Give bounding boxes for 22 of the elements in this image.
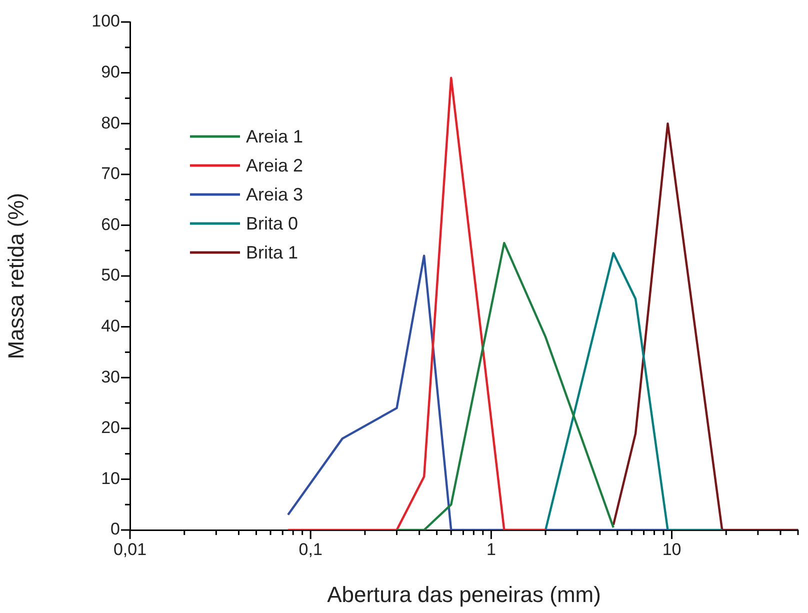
y-tick-label: 10 [101, 468, 120, 488]
y-tick-label: 70 [101, 164, 120, 184]
y-tick-label: 90 [101, 62, 120, 82]
legend-label: Areia 3 [246, 184, 304, 204]
legend-label: Brita 0 [246, 213, 298, 234]
y-tick-label: 40 [101, 316, 120, 336]
y-tick-label: 80 [101, 113, 120, 132]
x-tick-label: 1 [486, 540, 496, 559]
x-axis-title: Abertura das peneiras (mm) [327, 582, 601, 607]
y-axis-title: Massa retida (%) [3, 192, 28, 360]
legend-label: Brita 1 [246, 242, 298, 262]
y-tick-label: 50 [101, 266, 120, 285]
y-tick-label: 30 [101, 367, 120, 386]
y-tick-label: 60 [101, 214, 120, 234]
y-tick-label: 20 [101, 418, 120, 438]
legend-label: Areia 1 [246, 126, 304, 146]
legend-label: Areia 2 [246, 155, 304, 176]
x-tick-label: 0,01 [113, 540, 147, 559]
x-tick-label: 10 [662, 540, 682, 559]
x-tick-label: 0,1 [298, 540, 322, 559]
y-tick-label: 100 [92, 12, 120, 31]
y-tick-label: 0 [110, 520, 120, 539]
